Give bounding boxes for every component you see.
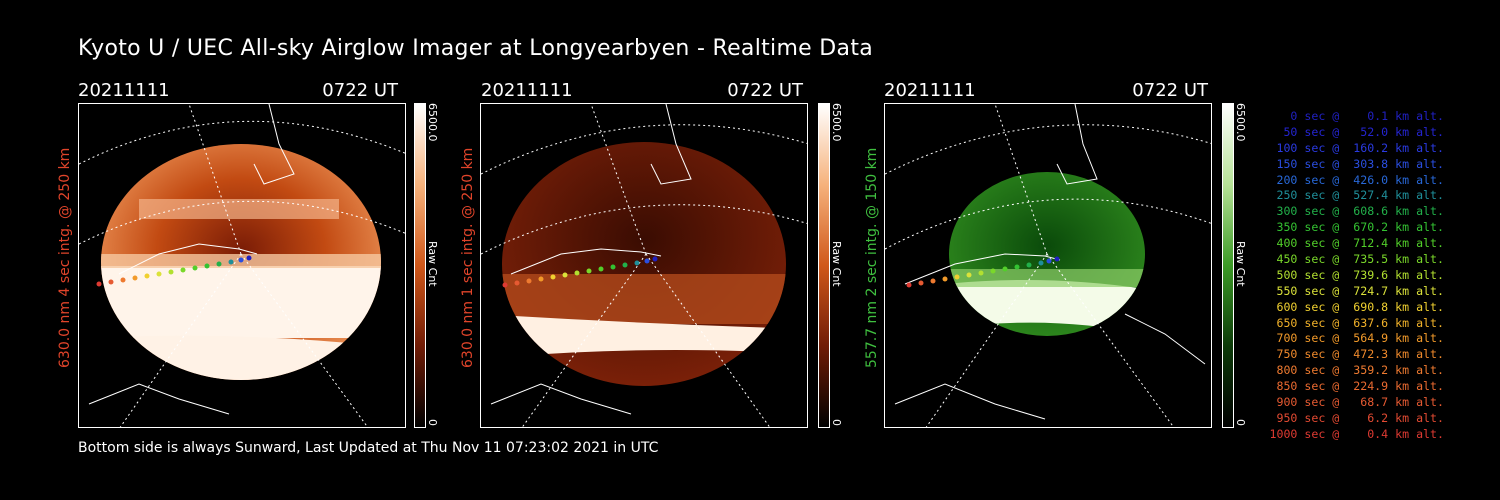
panel-1-colorbar [414, 103, 426, 428]
panel-1-colorbar-label: Raw Cnt [426, 241, 439, 287]
panel-3-colorbar [1222, 103, 1234, 428]
legend-row: 750 sec @ 472.3 km alt. [1269, 347, 1444, 362]
panel-3-ylabel: 557.7 nm 2 sec intg. @ 150 km [864, 147, 880, 368]
panel-1-date: 20211111 [78, 80, 170, 101]
panel-2-colorbar-label: Raw Cnt [830, 241, 843, 287]
legend-row: 50 sec @ 52.0 km alt. [1269, 124, 1444, 139]
legend-row: 700 sec @ 564.9 km alt. [1269, 331, 1444, 346]
legend-row: 450 sec @ 735.5 km alt. [1269, 252, 1444, 267]
panel-1-ylabel: 630.0 nm 4 sec intg. @ 250 km [57, 147, 73, 368]
legend-row: 550 sec @ 724.7 km alt. [1269, 283, 1444, 298]
panel-3-date: 20211111 [884, 80, 976, 101]
panel-3-colorbar-min: 0 [1234, 419, 1247, 426]
legend-row: 350 sec @ 670.2 km alt. [1269, 220, 1444, 235]
panel-1-colorbar-max: 6500.0 [426, 103, 439, 142]
legend-row: 800 sec @ 359.2 km alt. [1269, 363, 1444, 378]
panel-2-colorbar-max: 6500.0 [830, 103, 843, 142]
panel-2-image [480, 103, 808, 428]
panel-1-image [78, 103, 406, 428]
legend-row: 850 sec @ 224.9 km alt. [1269, 379, 1444, 394]
panel-1-time: 0722 UT [322, 80, 398, 101]
legend-row: 900 sec @ 68.7 km alt. [1269, 395, 1444, 410]
panel-2-colorbar [818, 103, 830, 428]
altitude-legend: 0 sec @ 0.1 km alt. 50 sec @ 52.0 km alt… [1262, 109, 1444, 443]
legend-row: 1000 sec @ 0.4 km alt. [1269, 426, 1444, 441]
legend-row: 250 sec @ 527.4 km alt. [1269, 188, 1444, 203]
legend-row: 300 sec @ 608.6 km alt. [1269, 204, 1444, 219]
panel-2-colorbar-min: 0 [830, 419, 843, 426]
legend-row: 950 sec @ 6.2 km alt. [1269, 410, 1444, 425]
panel-2-time: 0722 UT [727, 80, 803, 101]
panel-3-time: 0722 UT [1132, 80, 1208, 101]
legend-row: 100 sec @ 160.2 km alt. [1269, 140, 1444, 155]
legend-row: 500 sec @ 739.6 km alt. [1269, 267, 1444, 282]
panel-2-date: 20211111 [481, 80, 573, 101]
legend-row: 200 sec @ 426.0 km alt. [1269, 172, 1444, 187]
panel-2-ylabel: 630.0 nm 1 sec intg. @ 250 km [460, 147, 476, 368]
footer-note: Bottom side is always Sunward, Last Upda… [78, 440, 659, 456]
legend-row: 600 sec @ 690.8 km alt. [1269, 299, 1444, 314]
panel-1-colorbar-min: 0 [426, 419, 439, 426]
panel-3-colorbar-label: Raw Cnt [1234, 241, 1247, 287]
page-title: Kyoto U / UEC All-sky Airglow Imager at … [78, 36, 874, 61]
panel-3-colorbar-max: 6500.0 [1234, 103, 1247, 142]
legend-row: 650 sec @ 637.6 km alt. [1269, 315, 1444, 330]
legend-row: 0 sec @ 0.1 km alt. [1269, 109, 1444, 123]
panel-3-image [884, 103, 1212, 428]
legend-row: 400 sec @ 712.4 km alt. [1269, 236, 1444, 251]
legend-row: 150 sec @ 303.8 km alt. [1269, 156, 1444, 171]
